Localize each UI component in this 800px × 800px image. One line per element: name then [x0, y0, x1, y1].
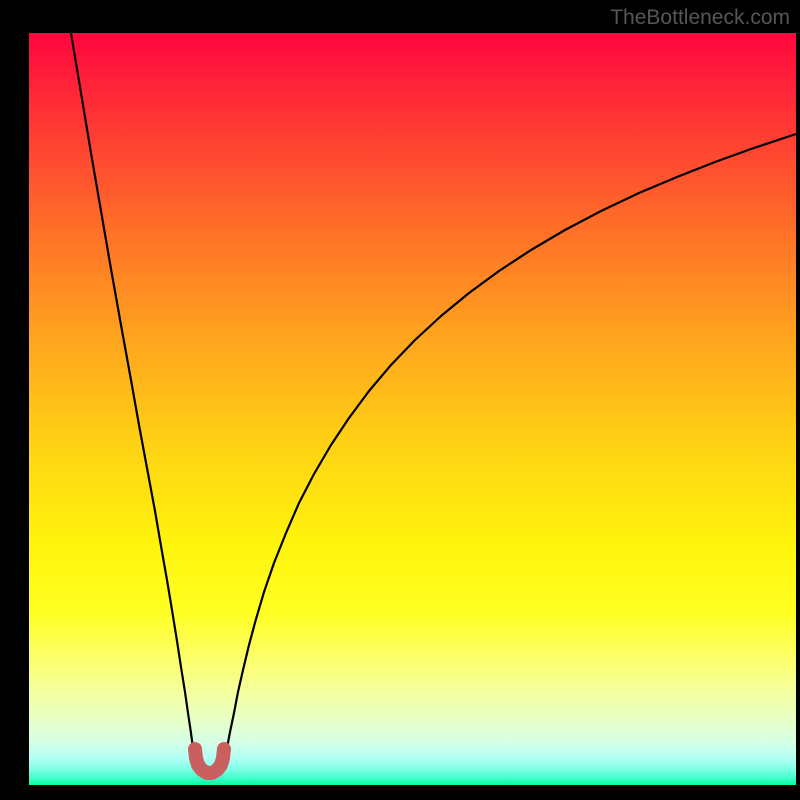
plot-area — [29, 33, 796, 785]
chart-container: TheBottleneck.com — [0, 0, 800, 800]
curve-left — [71, 33, 195, 761]
curve-layer — [29, 33, 796, 785]
curve-right — [225, 134, 796, 761]
watermark-text: TheBottleneck.com — [610, 6, 790, 30]
trough-marker — [195, 749, 224, 773]
